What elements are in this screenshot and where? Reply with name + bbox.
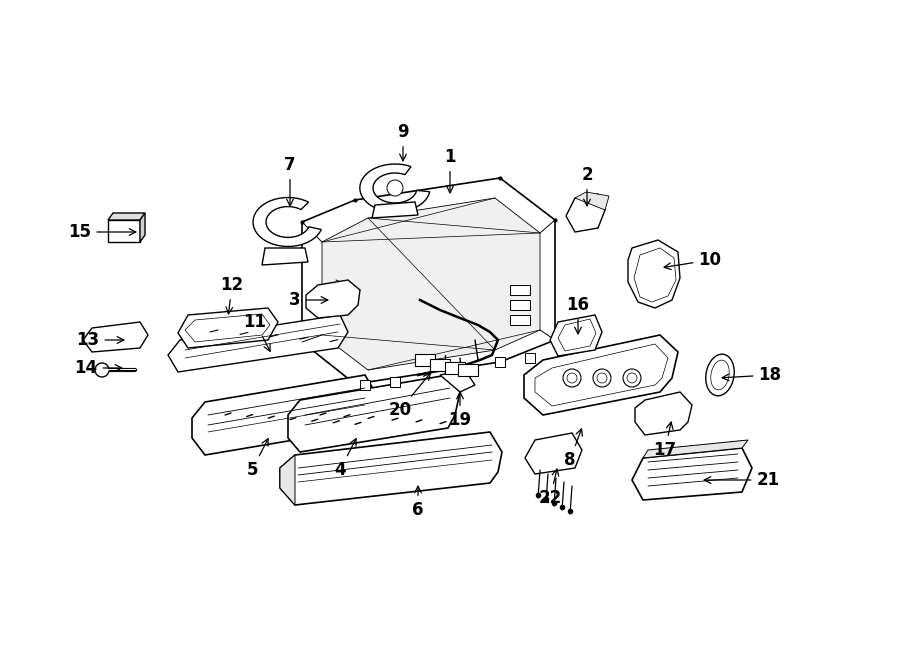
Polygon shape <box>360 380 370 390</box>
Text: 2: 2 <box>581 166 593 206</box>
Circle shape <box>387 180 403 196</box>
Polygon shape <box>635 392 692 435</box>
Polygon shape <box>634 248 676 302</box>
Polygon shape <box>262 248 308 265</box>
Polygon shape <box>415 354 435 366</box>
Circle shape <box>597 373 607 383</box>
Polygon shape <box>550 315 602 356</box>
Text: 12: 12 <box>220 276 244 314</box>
Polygon shape <box>628 240 680 308</box>
Polygon shape <box>495 357 505 367</box>
Polygon shape <box>185 314 270 342</box>
Text: 6: 6 <box>412 486 424 519</box>
Polygon shape <box>643 440 748 458</box>
Polygon shape <box>525 433 582 474</box>
Polygon shape <box>280 432 502 505</box>
Text: 4: 4 <box>334 439 356 479</box>
Text: 9: 9 <box>397 123 409 161</box>
Text: 10: 10 <box>664 251 722 270</box>
Ellipse shape <box>711 360 729 390</box>
Polygon shape <box>306 280 360 318</box>
Polygon shape <box>632 448 752 500</box>
Circle shape <box>563 369 581 387</box>
Polygon shape <box>430 359 450 371</box>
Polygon shape <box>510 300 530 310</box>
Text: 16: 16 <box>566 296 590 334</box>
Text: 17: 17 <box>653 422 677 459</box>
Polygon shape <box>524 335 678 415</box>
Polygon shape <box>168 315 348 372</box>
Polygon shape <box>510 285 530 295</box>
Polygon shape <box>280 455 295 505</box>
Circle shape <box>95 363 109 377</box>
Polygon shape <box>178 308 278 348</box>
Circle shape <box>567 373 577 383</box>
Polygon shape <box>108 220 140 242</box>
Polygon shape <box>525 353 535 363</box>
Text: 19: 19 <box>448 392 472 429</box>
Polygon shape <box>566 194 605 232</box>
Polygon shape <box>510 315 530 325</box>
Polygon shape <box>445 362 465 374</box>
Text: 21: 21 <box>704 471 779 489</box>
Polygon shape <box>83 322 148 352</box>
Polygon shape <box>372 202 418 218</box>
Text: 14: 14 <box>75 359 122 377</box>
Text: 5: 5 <box>247 439 268 479</box>
Text: 20: 20 <box>389 373 430 419</box>
Text: 11: 11 <box>244 313 270 351</box>
Polygon shape <box>390 377 400 387</box>
Polygon shape <box>360 164 430 212</box>
Polygon shape <box>558 319 596 351</box>
Polygon shape <box>140 213 145 242</box>
Text: 13: 13 <box>76 331 124 349</box>
Polygon shape <box>575 192 609 210</box>
Polygon shape <box>108 213 145 220</box>
Text: 15: 15 <box>68 223 136 241</box>
Polygon shape <box>288 375 460 452</box>
Text: 18: 18 <box>722 366 781 384</box>
Ellipse shape <box>706 354 734 396</box>
Text: 22: 22 <box>538 469 562 507</box>
Polygon shape <box>302 178 555 384</box>
Text: 8: 8 <box>564 429 582 469</box>
Polygon shape <box>322 198 540 370</box>
Text: 1: 1 <box>445 148 455 193</box>
Circle shape <box>627 373 637 383</box>
Text: 7: 7 <box>284 156 296 206</box>
Polygon shape <box>253 198 321 247</box>
Text: 3: 3 <box>289 291 328 309</box>
Polygon shape <box>458 364 478 376</box>
Polygon shape <box>192 375 375 455</box>
Polygon shape <box>440 370 475 392</box>
Circle shape <box>623 369 641 387</box>
Circle shape <box>593 369 611 387</box>
Polygon shape <box>535 344 668 406</box>
